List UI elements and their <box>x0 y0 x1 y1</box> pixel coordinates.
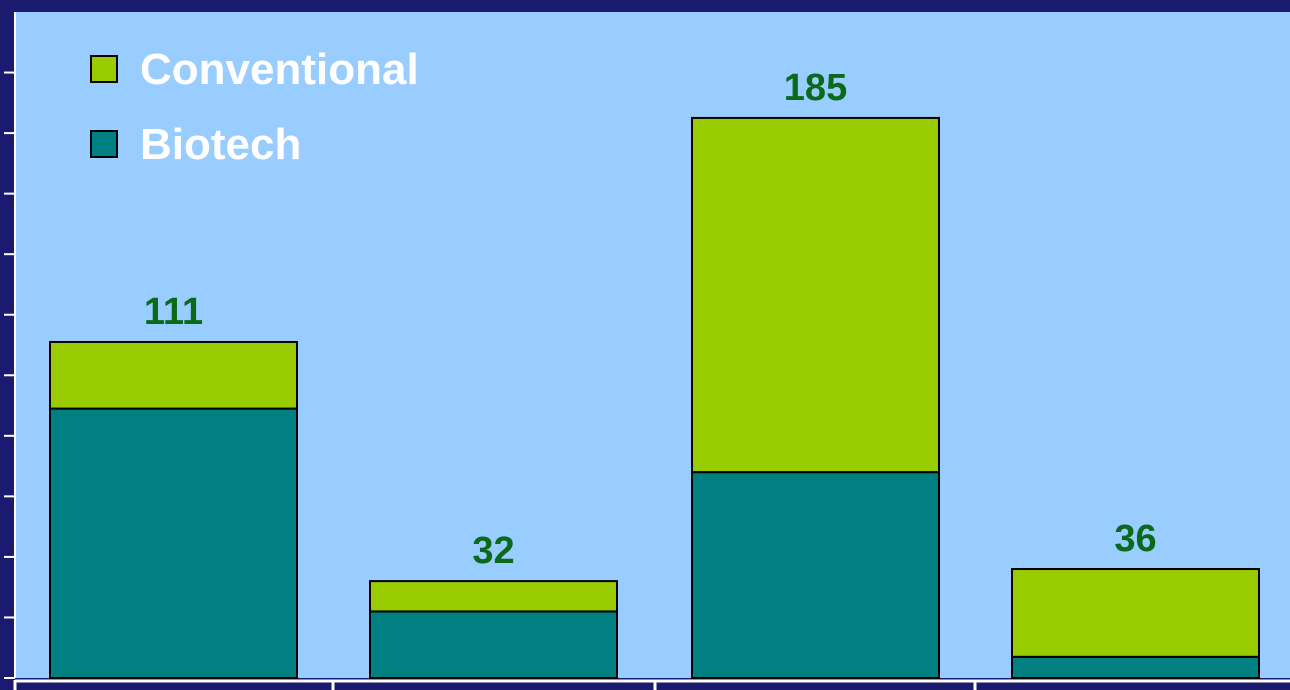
value-label-4: 36 <box>1114 518 1156 560</box>
legend-item-biotech: Biotech <box>90 120 301 169</box>
bar-conventional-4 <box>1011 568 1260 658</box>
bar-conventional-2 <box>369 580 618 613</box>
legend-item-conventional: Conventional <box>90 45 419 94</box>
bar-biotech-2 <box>369 610 618 680</box>
legend-label-conventional: Conventional <box>140 45 419 94</box>
legend-swatch-conventional <box>90 55 118 83</box>
bar-biotech-3 <box>691 471 940 679</box>
y-axis-ticks <box>4 71 15 679</box>
bar-conventional-1 <box>49 340 298 410</box>
bars <box>49 116 1260 680</box>
bar-conventional-3 <box>691 116 940 474</box>
legend-label-biotech: Biotech <box>140 120 301 169</box>
value-label-2: 32 <box>472 530 514 572</box>
legend-swatch-biotech <box>90 130 118 158</box>
value-label-3: 185 <box>784 67 847 109</box>
bar-biotech-1 <box>49 407 298 679</box>
value-label-1: 111 <box>144 291 203 333</box>
value-labels: 111 32 185 36 <box>144 67 1157 572</box>
legend: Conventional Biotech <box>90 45 419 169</box>
bar-biotech-4 <box>1011 655 1260 679</box>
x-axis-ticks <box>13 680 977 690</box>
